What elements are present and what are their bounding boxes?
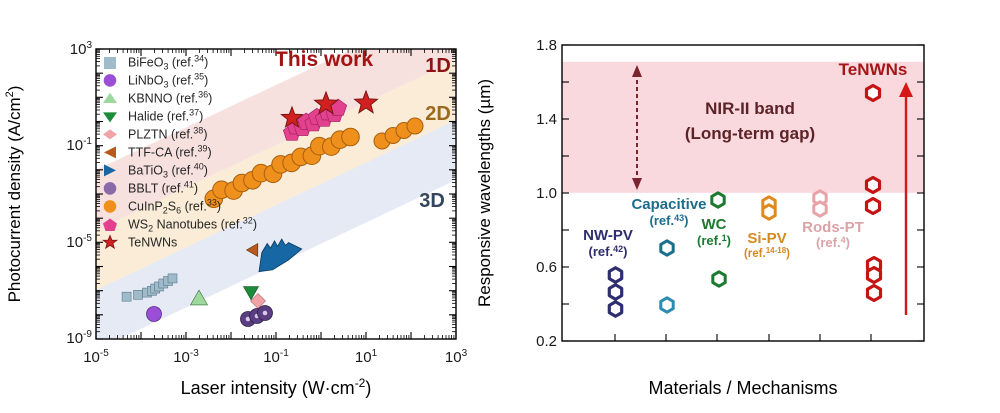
svg-text:(ref.14-18): (ref.14-18) — [744, 246, 790, 260]
svg-text:Materials / Mechanisms: Materials / Mechanisms — [648, 378, 837, 398]
svg-text:Rods-PT: Rods-PT — [802, 219, 864, 236]
svg-text:0.2: 0.2 — [536, 333, 557, 350]
svg-text:(ref.42): (ref.42) — [589, 244, 628, 259]
svg-text:Responsive wavelengths (µm): Responsive wavelengths (µm) — [475, 79, 494, 307]
svg-text:Capacitive: Capacitive — [631, 196, 706, 213]
svg-text:NW-PV: NW-PV — [583, 227, 633, 244]
svg-text:WC: WC — [702, 216, 727, 233]
svg-text:Si-PV: Si-PV — [747, 230, 786, 247]
svg-text:1.4: 1.4 — [536, 111, 557, 128]
svg-text:0.6: 0.6 — [536, 259, 557, 276]
svg-text:NIR-II band: NIR-II band — [705, 99, 795, 118]
svg-text:(ref.1): (ref.1) — [697, 233, 731, 248]
svg-text:(ref.4): (ref.4) — [816, 235, 850, 250]
svg-text:(ref.43): (ref.43) — [650, 213, 689, 228]
svg-text:1.8: 1.8 — [536, 37, 557, 54]
svg-text:1.0: 1.0 — [536, 185, 557, 202]
svg-text:(Long-term gap): (Long-term gap) — [685, 124, 815, 143]
svg-text:TeNWNs: TeNWNs — [839, 60, 908, 79]
